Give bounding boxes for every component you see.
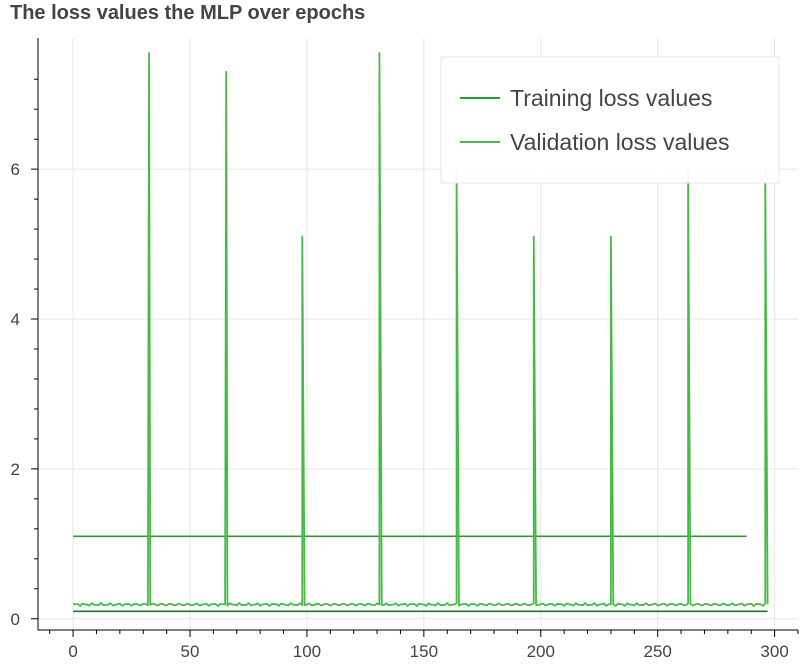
x-tick-label: 300 — [760, 642, 788, 661]
x-tick-label: 0 — [68, 642, 77, 661]
chart-title: The loss values the MLP over epochs — [10, 2, 366, 24]
legend-label-training: Training loss values — [510, 85, 712, 111]
axes: 0 50 100 150 200 250 300 0 2 4 6 — [11, 38, 799, 661]
legend: Training loss values Validation loss val… — [440, 56, 780, 184]
legend-box — [440, 56, 780, 184]
x-tick-label: 100 — [293, 642, 321, 661]
y-tick-label: 6 — [11, 160, 20, 179]
x-tick-label: 50 — [181, 642, 200, 661]
x-tick-label: 150 — [410, 642, 438, 661]
x-tick-label: 200 — [527, 642, 555, 661]
x-tick-label: 250 — [644, 642, 672, 661]
y-tick-label: 2 — [11, 460, 20, 479]
validation-loss-line — [72, 52, 769, 607]
y-tick-label: 4 — [11, 310, 20, 329]
y-tick-label: 0 — [11, 610, 20, 629]
series-lines — [72, 52, 769, 613]
legend-label-validation: Validation loss values — [510, 129, 729, 155]
